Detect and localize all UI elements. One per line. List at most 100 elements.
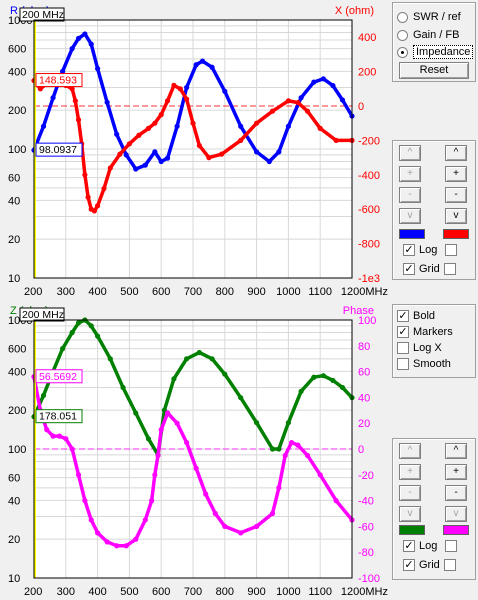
top-left-up-button[interactable]: ^ xyxy=(399,145,421,161)
bot-log-right-checkbox[interactable] xyxy=(445,540,458,552)
bot-series-point xyxy=(75,472,82,478)
bot-right-tick-label: -60 xyxy=(358,521,374,533)
bot-left-tick-label: 200 xyxy=(8,405,26,417)
bold-option[interactable]: ✓ Bold xyxy=(397,308,435,324)
markers-label: Markers xyxy=(413,326,453,338)
top-x-tick-label: 1200MHz xyxy=(341,286,388,298)
bot-left-down-button[interactable]: v xyxy=(399,506,421,522)
bot-series-line xyxy=(32,375,354,548)
top-grid-checkbox[interactable]: ✓ xyxy=(403,263,415,275)
bot-left-up-button[interactable]: ^ xyxy=(399,443,421,459)
bot-series-point xyxy=(56,433,63,439)
top-series-point xyxy=(184,84,190,91)
bot-x-tick-label: 400 xyxy=(88,586,106,598)
markers-checkbox[interactable]: ✓ xyxy=(397,326,409,338)
bot-right-color-swatch[interactable] xyxy=(443,525,469,535)
bot-right-tick-label: -20 xyxy=(358,470,374,482)
radio-swr-label: SWR / ref xyxy=(413,11,461,23)
bot-right-plus-button[interactable]: + xyxy=(445,464,467,480)
top-left-down-button[interactable]: v xyxy=(399,208,421,224)
top-series-point xyxy=(266,158,272,165)
top-series-point xyxy=(152,120,158,126)
bot-series-point xyxy=(174,420,180,426)
top-series-point xyxy=(145,125,152,131)
top-right-minus-button[interactable]: - xyxy=(445,187,467,203)
impedance-phase-chart[interactable]: 100060040020010060402010100806040200-20-… xyxy=(0,300,390,598)
bot-right-tick-label: 80 xyxy=(358,341,370,353)
smooth-option[interactable]: Smooth xyxy=(397,356,451,372)
bot-grid-checkbox[interactable]: ✓ xyxy=(403,559,415,571)
bottom-chart-svg[interactable]: 100060040020010060402010100806040200-20-… xyxy=(0,300,390,598)
radio-swr-indicator[interactable] xyxy=(397,11,408,23)
bold-checkbox[interactable]: ✓ xyxy=(397,310,409,322)
bot-log-checkbox[interactable]: ✓ xyxy=(403,540,415,552)
top-right-color-swatch[interactable] xyxy=(443,229,469,239)
top-right-tick-label: 400 xyxy=(358,32,376,44)
bot-right-minus-button[interactable]: - xyxy=(445,485,467,501)
top-left-color-swatch[interactable] xyxy=(399,229,425,239)
top-series-point xyxy=(123,152,129,158)
top-log-checkbox-row[interactable]: ✓ Log xyxy=(403,242,461,258)
top-right-down-button[interactable]: v xyxy=(445,208,467,224)
top-left-tick-label: 400 xyxy=(8,66,26,78)
bot-left-minus-button[interactable]: - xyxy=(399,485,421,501)
top-log-checkbox[interactable]: ✓ xyxy=(403,244,415,256)
bot-readout-right-box xyxy=(35,369,83,384)
radio-swr[interactable]: SWR / ref xyxy=(397,9,461,25)
bot-left-color-swatch[interactable] xyxy=(399,525,425,535)
top-right-plus-button[interactable]: + xyxy=(445,166,467,182)
top-grid-checkbox-row[interactable]: ✓ Grid xyxy=(403,261,460,277)
reset-button[interactable]: Reset xyxy=(399,62,469,79)
top-series-point xyxy=(117,151,123,157)
top-series-x xyxy=(31,77,355,214)
top-series-point xyxy=(285,98,291,104)
top-right-up-button[interactable]: ^ xyxy=(445,145,467,161)
top-series-point xyxy=(164,98,171,104)
top-left-plus-button[interactable]: + xyxy=(399,166,421,182)
top-grid-right-checkbox[interactable] xyxy=(443,263,456,275)
bot-series-point xyxy=(330,377,336,384)
top-left-tick-label: 200 xyxy=(8,105,26,117)
bot-x-tick-label: 1000 xyxy=(276,586,300,598)
bot-grid-right-checkbox[interactable] xyxy=(443,559,456,571)
top-series-point xyxy=(50,95,56,101)
top-series-point xyxy=(209,64,215,70)
radio-impedance-indicator[interactable] xyxy=(397,46,408,58)
top-right-tick-label: -600 xyxy=(358,204,380,216)
bot-cursor-label-text: 200 MHz xyxy=(22,309,64,321)
logx-option[interactable]: Log X xyxy=(397,340,442,356)
bot-left-tick-label: 60 xyxy=(8,473,20,485)
radio-gain-label: Gain / FB xyxy=(413,29,460,41)
top-series-point xyxy=(254,120,260,126)
top-log-right-checkbox[interactable] xyxy=(445,244,458,256)
bot-left-tick-label: 400 xyxy=(8,366,26,378)
bot-grid-checkbox-row[interactable]: ✓ Grid xyxy=(403,557,460,573)
top-cursor-label-text: 200 MHz xyxy=(22,9,64,21)
radio-gain-indicator[interactable] xyxy=(397,29,408,41)
bot-right-up-button[interactable]: ^ xyxy=(445,443,467,459)
bot-series-point xyxy=(222,523,228,529)
bot-readout-right: 56.5692 xyxy=(35,369,83,384)
top-series-point xyxy=(222,88,228,94)
top-series-point xyxy=(126,141,132,147)
bot-series-point xyxy=(311,374,317,380)
reactance-resistance-chart[interactable]: 1000 600 400 200 100 60 40 20 10 400 200 0 -200 -400 -… xyxy=(0,0,390,298)
top-x-tick-label: 400 xyxy=(88,286,106,298)
top-right-tick-label: -1e3 xyxy=(358,273,380,285)
smooth-checkbox[interactable] xyxy=(397,358,409,370)
markers-option[interactable]: ✓ Markers xyxy=(397,324,453,340)
top-series-point xyxy=(276,149,282,155)
top-x-tick-label: 200 xyxy=(24,286,42,298)
top-x-tick-label: 300 xyxy=(57,286,75,298)
top-left-tick-label: 40 xyxy=(8,195,20,207)
radio-impedance[interactable]: Impedance xyxy=(397,44,474,60)
top-readout-right-text: 148.593 xyxy=(39,75,77,87)
radio-gain[interactable]: Gain / FB xyxy=(397,27,459,43)
bot-right-down-button[interactable]: v xyxy=(445,506,467,522)
bot-left-plus-button[interactable]: + xyxy=(399,464,421,480)
logx-checkbox[interactable] xyxy=(397,342,409,354)
bot-series-point xyxy=(222,371,228,377)
bot-log-checkbox-row[interactable]: ✓ Log xyxy=(403,538,461,554)
top-left-minus-button[interactable]: - xyxy=(399,187,421,203)
top-chart-svg[interactable]: 1000 600 400 200 100 60 40 20 10 400 200 0 -200 -400 -… xyxy=(0,0,390,298)
